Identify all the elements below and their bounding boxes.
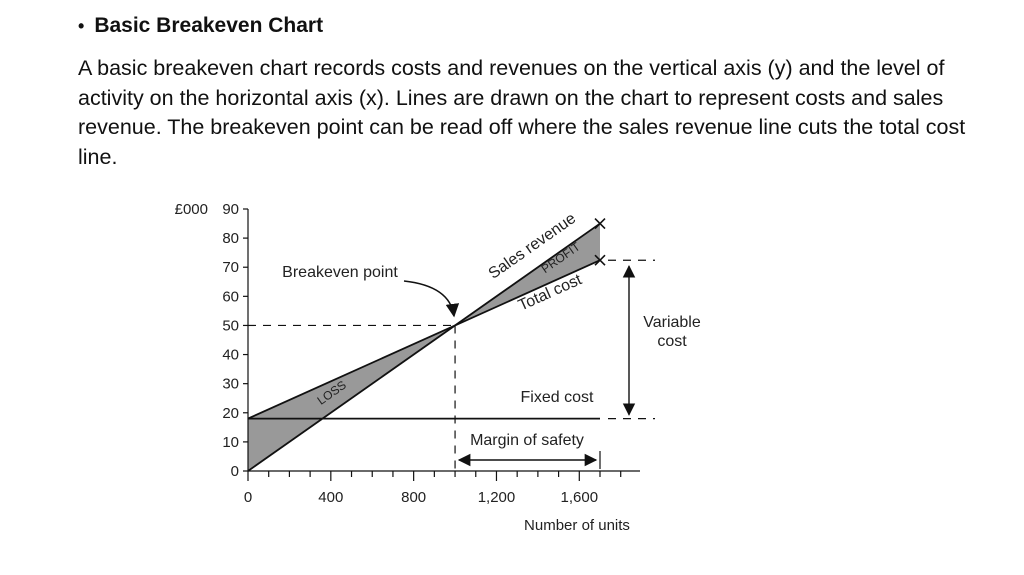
fixed-cost-label: Fixed cost bbox=[521, 389, 594, 406]
y-tick-label: 40 bbox=[222, 347, 239, 364]
y-tick-label: 90 bbox=[222, 201, 239, 218]
sales-revenue-end-marker bbox=[594, 217, 606, 230]
slide-paragraph: A basic breakeven chart records costs an… bbox=[78, 56, 966, 169]
breakeven-pointer-arrow bbox=[403, 280, 460, 318]
y-tick-label: 30 bbox=[222, 376, 239, 393]
variable-cost-label: cost bbox=[657, 333, 687, 350]
total-cost-end-marker bbox=[594, 254, 606, 266]
y-tick-label: 70 bbox=[222, 259, 239, 276]
y-tick-label: 0 bbox=[231, 463, 239, 480]
slide-heading: • Basic Breakeven Chart bbox=[78, 14, 323, 38]
x-tick-label: 1,200 bbox=[478, 489, 516, 506]
x-tick-label: 1,600 bbox=[561, 489, 599, 506]
y-tick-label: 60 bbox=[222, 288, 239, 305]
x-tick-label: 800 bbox=[401, 489, 426, 506]
breakeven-point-label: Breakeven point bbox=[282, 264, 398, 281]
y-tick-label: 20 bbox=[222, 405, 239, 422]
x-tick-label: 0 bbox=[244, 489, 252, 506]
y-tick-label: 10 bbox=[222, 434, 239, 451]
y-tick-label: 50 bbox=[222, 317, 239, 334]
x-tick-label: 400 bbox=[318, 489, 343, 506]
bullet: • bbox=[78, 15, 85, 36]
variable-cost-label: Variable bbox=[643, 314, 701, 331]
x-axis-label: Number of units bbox=[524, 517, 630, 534]
total-cost-line bbox=[247, 259, 601, 420]
y-tick-label: 80 bbox=[222, 230, 239, 247]
sales-revenue-line bbox=[247, 222, 601, 472]
margin-of-safety-label: Margin of safety bbox=[470, 432, 584, 449]
heading-text: Basic Breakeven Chart bbox=[94, 14, 324, 37]
y-axis-label: £000 bbox=[175, 201, 208, 218]
